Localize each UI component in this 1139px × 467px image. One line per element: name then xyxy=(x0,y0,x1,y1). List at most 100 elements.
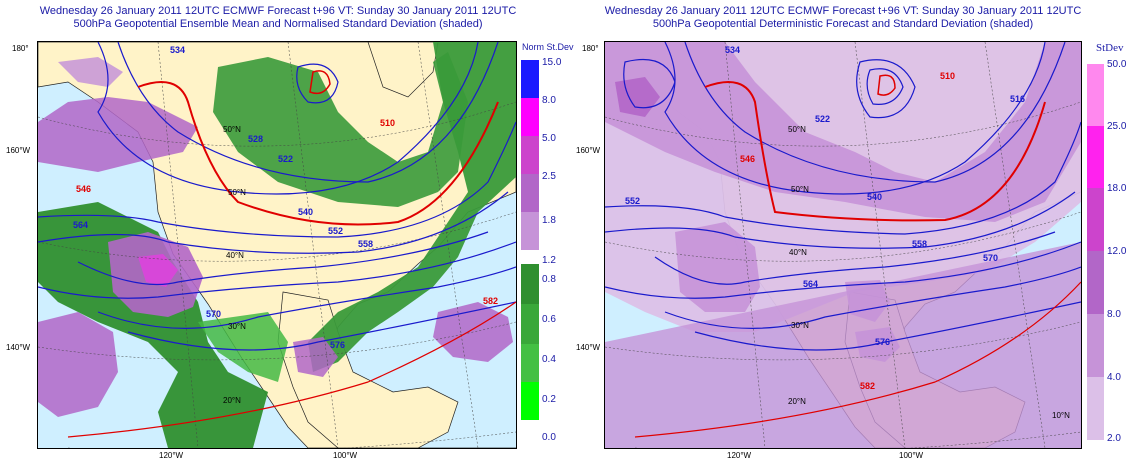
left-legend-title: Norm St.Dev xyxy=(522,42,574,52)
purple-shading-sw xyxy=(38,312,118,417)
left-lon-160w: 160°W xyxy=(6,146,31,155)
left-lon-100w: 100°W xyxy=(333,451,358,460)
contour-label: 558 xyxy=(358,239,373,249)
contour-label: 534 xyxy=(170,45,185,55)
green-shading-west xyxy=(38,202,268,448)
left-legend-bar xyxy=(521,60,539,440)
right-title-line2: 500hPa Geopotential Deterministic Foreca… xyxy=(652,18,1034,30)
left-title-line1: Wednesday 26 January 2011 12UTC ECMWF Fo… xyxy=(39,5,517,17)
contour-label: 522 xyxy=(815,114,830,124)
right-map-svg: 534 540 546 552 558 564 570 576 582 510 … xyxy=(605,42,1081,448)
right-legend-label: 2.0 xyxy=(1107,433,1121,444)
legend-swatch xyxy=(1087,188,1104,251)
purple-shading-gulf xyxy=(293,337,338,377)
green-shading-south xyxy=(198,312,288,382)
lat-label: 40°N xyxy=(226,251,244,260)
contour-label: 528 xyxy=(248,134,263,144)
lat-label: 10°N xyxy=(1052,411,1070,420)
legend-swatch xyxy=(521,264,539,304)
left-legend-label: 15.0 xyxy=(542,57,562,68)
lat-label: 30°N xyxy=(791,321,809,330)
contour-label: 558 xyxy=(912,239,927,249)
contour-label: 540 xyxy=(867,192,882,202)
left-legend-label: 1.8 xyxy=(542,215,556,226)
lat-label: 50°N xyxy=(228,188,246,197)
left-contours xyxy=(38,42,516,438)
lat-label: 50°N xyxy=(791,185,809,194)
left-legend-label: 0.2 xyxy=(542,394,556,405)
legend-swatch xyxy=(1087,377,1104,440)
contour-label: 510 xyxy=(380,118,395,128)
right-lon-120w: 120°W xyxy=(727,451,752,460)
right-title-line1: Wednesday 26 January 2011 12UTC ECMWF Fo… xyxy=(604,5,1082,17)
right-legend-label: 12.0 xyxy=(1107,246,1127,257)
contour-label: 516 xyxy=(1010,94,1025,104)
lat-label: 30°N xyxy=(228,322,246,331)
left-lon-140w: 140°W xyxy=(6,343,31,352)
greenland-land xyxy=(367,42,439,98)
stddev-shading-north xyxy=(605,42,1081,222)
contour-label: 570 xyxy=(206,309,221,319)
right-legend-label: 25.0 xyxy=(1107,121,1127,132)
contour-label: 576 xyxy=(875,337,890,347)
legend-swatch xyxy=(521,174,539,212)
left-title-line2: 500hPa Geopotential Ensemble Mean and No… xyxy=(73,18,483,30)
contour-label: 564 xyxy=(73,220,88,230)
left-lon-180: 180° xyxy=(12,44,29,53)
lat-label: 50°N xyxy=(223,125,241,134)
right-lon-180: 180° xyxy=(582,44,599,53)
legend-swatch xyxy=(521,212,539,250)
right-lon-140w: 140°W xyxy=(576,343,601,352)
left-contour-labels: 534 522 540 546 552 558 564 570 576 582 … xyxy=(73,45,498,350)
contour-label: 582 xyxy=(860,381,875,391)
right-legend-bar xyxy=(1087,64,1104,440)
right-legend-label: 8.0 xyxy=(1107,309,1121,320)
right-contour-labels: 534 540 546 552 558 564 570 576 582 510 … xyxy=(625,45,1025,391)
legend-swatch xyxy=(1087,314,1104,377)
legend-swatch xyxy=(521,304,539,344)
left-lat-labels: 50°N 50°N 40°N 30°N 20°N xyxy=(223,125,246,405)
legend-swatch xyxy=(521,344,539,382)
right-lat-labels: 50°N 50°N 40°N 30°N 20°N 10°N xyxy=(788,125,1070,420)
right-contours xyxy=(605,42,1081,438)
left-legend-label: 2.5 xyxy=(542,171,556,182)
right-legend-label: 4.0 xyxy=(1107,372,1121,383)
lat-label: 40°N xyxy=(789,248,807,257)
legend-swatch xyxy=(1087,251,1104,314)
contour-label: 576 xyxy=(330,340,345,350)
right-lon-160w: 160°W xyxy=(576,146,601,155)
legend-swatch xyxy=(1087,126,1104,188)
contour-label: 540 xyxy=(298,207,313,217)
legend-swatch xyxy=(521,60,539,98)
contour-label: 564 xyxy=(803,279,818,289)
contour-label: 522 xyxy=(278,154,293,164)
left-legend-label: 5.0 xyxy=(542,133,556,144)
contour-label: 552 xyxy=(328,226,343,236)
left-legend-label: 0.8 xyxy=(542,274,556,285)
left-map: 534 522 540 546 552 558 564 570 576 582 … xyxy=(37,41,517,449)
stddev-shading-west xyxy=(675,222,760,312)
right-map: 534 540 546 552 558 564 570 576 582 510 … xyxy=(604,41,1082,449)
right-legend-label: 50.0 xyxy=(1107,59,1127,70)
contour-label: 546 xyxy=(76,184,91,194)
left-lon-120w: 120°W xyxy=(159,451,184,460)
lat-label: 20°N xyxy=(788,397,806,406)
legend-swatch xyxy=(521,382,539,420)
left-legend-label: 0.6 xyxy=(542,314,556,325)
right-legend-label: 18.0 xyxy=(1107,183,1127,194)
legend-swatch xyxy=(1087,64,1104,126)
purple-shading-west-core xyxy=(138,254,178,287)
left-map-svg: 534 522 540 546 552 558 564 570 576 582 … xyxy=(38,42,516,448)
contour-label: 570 xyxy=(983,253,998,263)
left-legend-label: 0.0 xyxy=(542,432,556,443)
left-legend-label: 0.4 xyxy=(542,354,556,365)
legend-swatch xyxy=(521,136,539,174)
lat-label: 50°N xyxy=(788,125,806,134)
right-legend-title: StDev xyxy=(1096,42,1124,54)
legend-swatch xyxy=(521,98,539,136)
left-legend-label: 8.0 xyxy=(542,95,556,106)
contour-label: 546 xyxy=(740,154,755,164)
right-lon-100w: 100°W xyxy=(899,451,924,460)
contour-label: 510 xyxy=(940,71,955,81)
lat-label: 20°N xyxy=(223,396,241,405)
